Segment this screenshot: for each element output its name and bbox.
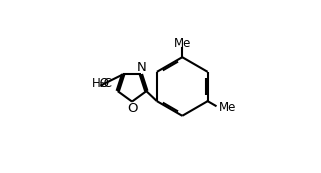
Text: O: O [127, 102, 137, 115]
Text: Me: Me [219, 101, 236, 114]
Text: N: N [137, 61, 147, 74]
Text: Me: Me [174, 37, 191, 50]
Text: HO: HO [92, 78, 110, 90]
Text: ₂C: ₂C [100, 78, 112, 90]
